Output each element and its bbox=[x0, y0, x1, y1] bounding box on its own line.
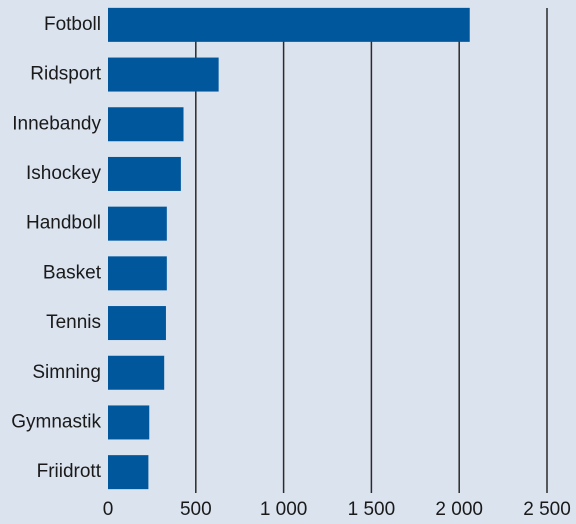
x-tick-label: 1 000 bbox=[260, 499, 308, 520]
y-tick-label: Friidrott bbox=[37, 461, 102, 482]
bar bbox=[108, 156, 181, 191]
y-tick-label: Basket bbox=[43, 262, 102, 283]
x-tick-label: 2 500 bbox=[523, 499, 571, 520]
bar bbox=[108, 405, 150, 440]
x-tick-label: 0 bbox=[103, 499, 114, 520]
x-tick-label: 500 bbox=[180, 499, 212, 520]
x-tick-label: 1 500 bbox=[348, 499, 396, 520]
y-tick-label: Ridsport bbox=[30, 64, 101, 85]
y-tick-label: Fotboll bbox=[44, 14, 101, 35]
bar bbox=[108, 107, 184, 142]
y-tick-label: Gymnastik bbox=[11, 411, 101, 432]
bar bbox=[108, 206, 167, 241]
bar bbox=[108, 355, 165, 390]
y-tick-label: Innebandy bbox=[12, 113, 101, 134]
x-tick-label: 2 000 bbox=[435, 499, 483, 520]
bar bbox=[108, 57, 219, 92]
bar bbox=[108, 306, 166, 341]
y-tick-label: Tennis bbox=[46, 312, 101, 333]
y-tick-label: Simning bbox=[32, 362, 101, 383]
y-tick-label: Handboll bbox=[26, 213, 101, 234]
bar bbox=[108, 455, 149, 490]
bar bbox=[108, 7, 470, 42]
y-tick-label: Ishockey bbox=[26, 163, 101, 184]
bar bbox=[108, 256, 167, 291]
